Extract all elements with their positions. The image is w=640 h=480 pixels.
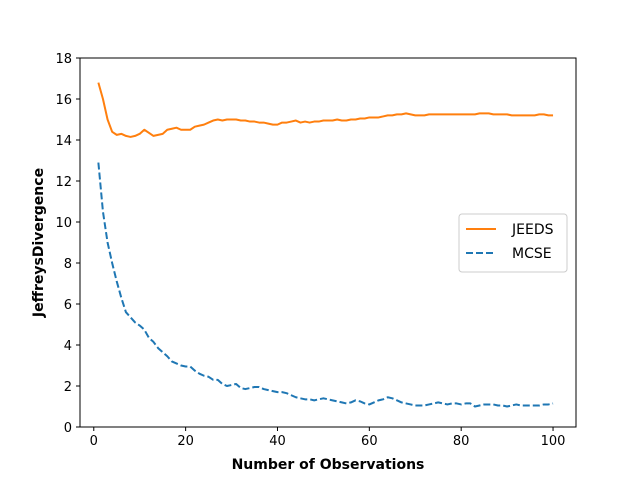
x-axis-label: Number of Observations [232, 457, 425, 473]
y-tick-label: 8 [64, 257, 72, 272]
y-tick-label: 18 [55, 52, 72, 67]
x-tick-label: 20 [177, 434, 194, 449]
y-axis-ticks: 0 2 4 6 8 10 12 14 16 18 [55, 52, 80, 436]
y-tick-label: 6 [64, 298, 72, 313]
x-tick-label: 40 [269, 434, 286, 449]
y-tick-label: 4 [64, 339, 72, 354]
y-tick-label: 12 [55, 175, 72, 190]
legend: JEEDS MCSE [458, 213, 568, 273]
x-tick-label: 0 [90, 434, 98, 449]
y-tick-label: 2 [64, 380, 72, 395]
x-tick-label: 100 [541, 434, 566, 449]
series-layer [97, 82, 554, 408]
y-tick-label: 16 [55, 93, 72, 108]
x-tick-label: 60 [361, 434, 378, 449]
y-axis-label: JeffreysDivergence [31, 168, 47, 318]
plot-frame [79, 57, 577, 428]
x-axis-ticks: 0 20 40 60 80 100 [90, 427, 566, 449]
series-line-jeeds [97, 82, 554, 138]
y-tick-label: 10 [55, 216, 72, 231]
series-line-mcse [97, 162, 554, 408]
x-tick-label: 80 [453, 434, 470, 449]
y-tick-label: 0 [64, 421, 72, 436]
legend-label-mcse: MCSE [512, 246, 552, 262]
legend-label-jeeds: JEEDS [511, 222, 554, 238]
y-tick-label: 14 [55, 134, 72, 149]
